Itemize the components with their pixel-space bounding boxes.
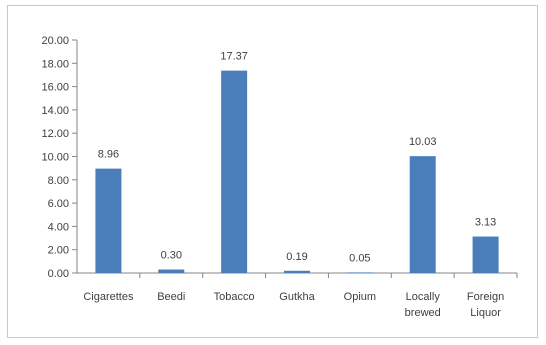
x-tick-label: Opium: [344, 291, 376, 303]
y-tick-label: 4.00: [48, 221, 69, 233]
data-label: 0.19: [286, 251, 307, 263]
x-tick-label: Cigarettes: [83, 291, 134, 303]
y-tick-label: 10.00: [41, 152, 69, 164]
x-tick-label: Foreign: [467, 291, 504, 303]
bar: [95, 168, 122, 273]
data-label: 8.96: [98, 149, 119, 161]
bar: [221, 70, 248, 274]
x-tick-label: Gutkha: [279, 291, 315, 303]
y-tick-label: 8.00: [48, 175, 69, 187]
y-tick-label: 0.00: [48, 268, 69, 280]
data-label: 0.30: [161, 250, 182, 262]
x-tick-label: Liquor: [470, 307, 501, 319]
y-tick-label: 20.00: [41, 35, 69, 47]
data-label: 0.05: [349, 252, 370, 264]
x-tick-label: Locally: [406, 291, 441, 303]
data-label: 17.37: [220, 51, 248, 63]
bar: [158, 269, 185, 273]
data-label: 10.03: [409, 136, 437, 148]
y-tick-label: 16.00: [41, 82, 69, 94]
bar: [284, 270, 310, 273]
y-tick-label: 12.00: [41, 128, 69, 140]
bar: [472, 236, 499, 273]
y-tick-label: 14.00: [41, 105, 69, 117]
data-label: 3.13: [475, 217, 496, 229]
bar: [409, 156, 436, 273]
y-tick-label: 6.00: [48, 198, 69, 210]
y-tick-label: 2.00: [48, 245, 69, 257]
y-tick-label: 18.00: [41, 58, 69, 70]
x-tick-label: Beedi: [157, 291, 185, 303]
x-tick-label: brewed: [405, 307, 441, 319]
bar: [346, 272, 373, 273]
x-tick-label: Tobacco: [214, 291, 255, 303]
